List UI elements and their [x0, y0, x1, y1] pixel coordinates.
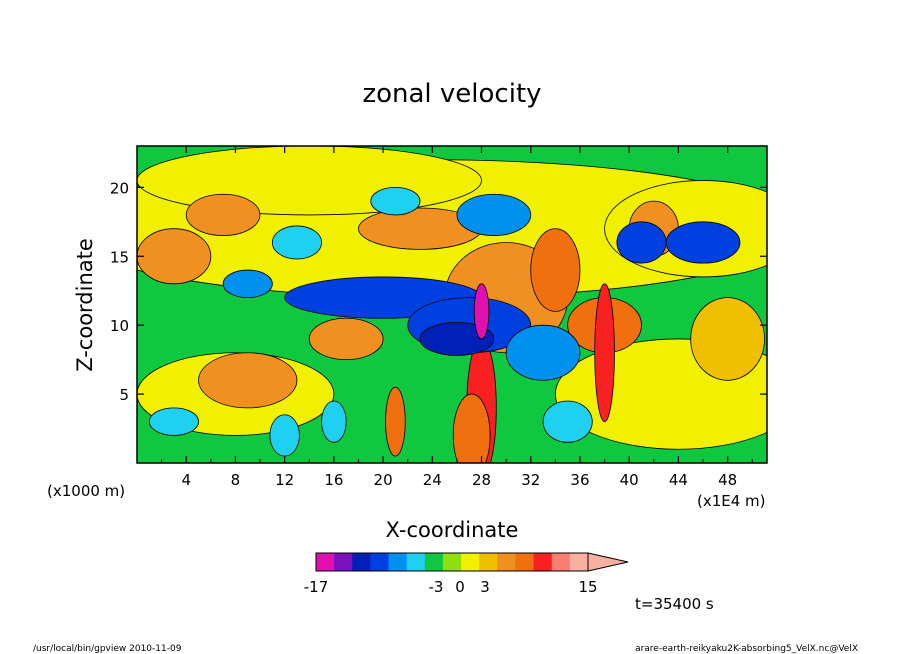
x-tick-label: 8 — [231, 471, 241, 489]
x-tick-label: 12 — [275, 471, 294, 489]
colorbar-frame — [315, 552, 589, 572]
colorbar-segment — [334, 553, 353, 571]
contour-region — [594, 283, 615, 423]
chart-title: zonal velocity — [362, 79, 541, 109]
contour-region — [473, 283, 490, 340]
contour-region — [222, 269, 273, 299]
x-tick-label: 48 — [718, 471, 737, 489]
x-tick-label: 4 — [181, 471, 191, 489]
contour-region — [505, 324, 581, 381]
contour-region — [452, 393, 491, 463]
colorbar-segment — [424, 553, 444, 571]
x-tick-label: 32 — [521, 471, 540, 489]
colorbar-label: -3 — [429, 578, 444, 596]
colorbar-segment — [551, 553, 571, 571]
footer-left: /usr/local/bin/gpview 2010-11-09 — [33, 644, 182, 654]
contour-region — [308, 317, 384, 361]
colorbar-segment — [388, 553, 408, 571]
plot-area — [137, 146, 767, 463]
contour-region — [419, 322, 495, 356]
colorbar-segment — [406, 553, 426, 571]
y-tick-label: 20 — [110, 179, 129, 197]
colorbar-segment — [515, 553, 535, 571]
x-unit-left: (x1000 m) — [47, 482, 125, 500]
colorbar-segment — [479, 553, 498, 571]
x-tick-label: 28 — [472, 471, 491, 489]
colorbar — [315, 552, 629, 572]
contour-region — [370, 186, 421, 216]
contour-region — [616, 221, 667, 264]
y-tick-label: 10 — [110, 317, 129, 335]
contour-region — [530, 228, 581, 312]
contour-region — [137, 146, 482, 216]
y-tick-label: 5 — [119, 386, 129, 404]
x-axis-label: X-coordinate — [386, 518, 519, 542]
plot-frame — [136, 145, 768, 464]
time-label: t=35400 s — [635, 595, 714, 613]
contour-region — [185, 193, 261, 236]
contour-region — [137, 228, 212, 285]
contour-region — [198, 352, 298, 409]
colorbar-label: 0 — [455, 578, 465, 596]
contour-region — [385, 386, 406, 457]
colorbar-label: -17 — [304, 578, 329, 596]
x-tick-label: 20 — [374, 471, 393, 489]
colorbar-segment — [316, 553, 335, 571]
colorbar-segment — [442, 553, 462, 571]
contour-region — [148, 407, 199, 436]
x-unit-right: (x1E4 m) — [697, 492, 766, 510]
colorbar-arrow — [587, 552, 629, 572]
x-tick-label: 16 — [324, 471, 343, 489]
contour-region — [456, 193, 532, 236]
footer-right: arare-earth-reikyaku2K-absorbing5_VelX.n… — [635, 644, 858, 654]
colorbar-label: 15 — [578, 578, 597, 596]
colorbar-segment — [497, 553, 516, 571]
y-axis-label: Z-coordinate — [73, 238, 97, 372]
contour-region — [542, 400, 593, 443]
colorbar-label: 3 — [480, 578, 490, 596]
contour-region — [271, 225, 322, 260]
x-tick-label: 36 — [570, 471, 589, 489]
contour-region — [321, 400, 347, 443]
contour-region — [690, 297, 765, 381]
y-tick-label: 15 — [110, 248, 129, 266]
colorbar-segment — [569, 553, 589, 571]
x-tick-label: 44 — [669, 471, 688, 489]
contour-region — [269, 414, 300, 457]
colorbar-segment — [461, 553, 480, 571]
colorbar-segment — [370, 553, 390, 571]
contour-region — [665, 221, 741, 264]
x-tick-label: 24 — [423, 471, 442, 489]
colorbar-segment — [352, 553, 371, 571]
x-tick-label: 40 — [620, 471, 639, 489]
colorbar-segment — [533, 553, 553, 571]
